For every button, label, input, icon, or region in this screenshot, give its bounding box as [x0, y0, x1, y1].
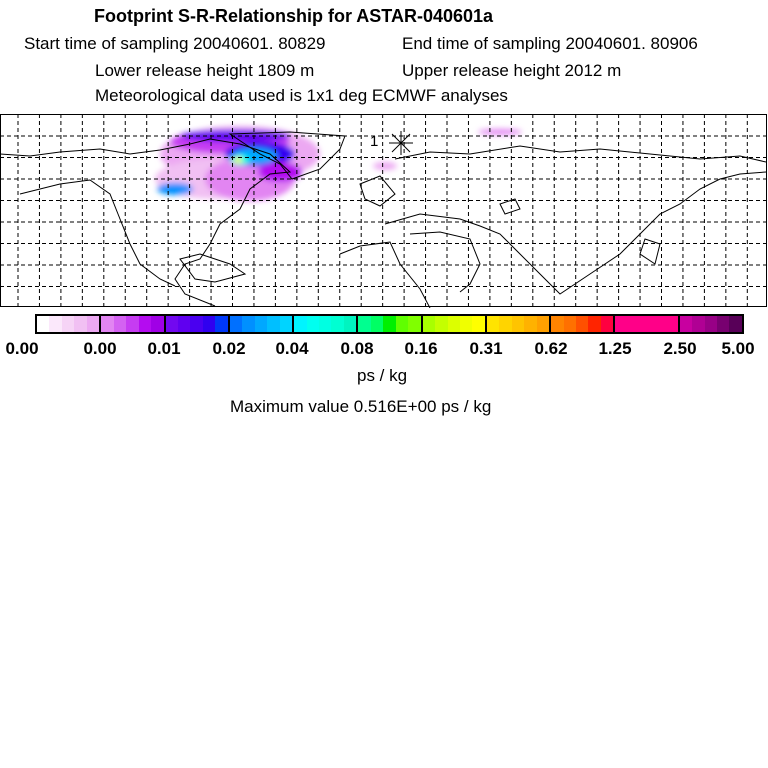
color-swatch: [640, 316, 653, 332]
color-swatch: [704, 316, 718, 332]
color-swatch: [383, 316, 396, 332]
color-swatch: [113, 316, 127, 332]
color-swatch: [679, 316, 693, 332]
color-swatch: [229, 316, 243, 332]
met-data-info: Meteorological data used is 1x1 deg ECMW…: [95, 86, 508, 105]
plot-title: Footprint S-R-Relationship for ASTAR-040…: [94, 6, 494, 26]
grid-lines: [0, 114, 767, 307]
star-icon: [389, 131, 413, 155]
colorbar-segment: [294, 316, 359, 332]
color-swatch: [254, 316, 268, 332]
upper-release-height: Upper release height 2012 m: [402, 61, 622, 80]
colorbar: [35, 314, 744, 334]
color-swatch: [331, 316, 344, 332]
color-swatch: [215, 316, 228, 332]
color-swatch: [358, 316, 371, 332]
color-swatch: [551, 316, 564, 332]
color-swatch: [395, 316, 409, 332]
colorbar-tick-label: 0.31: [469, 339, 503, 358]
colorbar-tick-label: 0.04: [275, 339, 309, 358]
footprint-map: 1: [0, 114, 767, 308]
color-swatch: [576, 316, 589, 332]
color-swatch: [138, 316, 152, 332]
color-swatch: [563, 316, 577, 332]
color-swatch: [202, 316, 216, 332]
color-swatch: [177, 316, 191, 332]
color-swatch: [165, 316, 178, 332]
color-swatch: [190, 316, 203, 332]
color-swatch: [536, 316, 550, 332]
color-swatch: [343, 316, 357, 332]
color-swatch: [447, 316, 460, 332]
color-swatch: [652, 316, 666, 332]
colorbar-segment: [486, 316, 552, 332]
colorbar-tick-label: 0.00: [5, 339, 39, 358]
color-swatch: [729, 316, 742, 332]
release-label: 1: [370, 133, 378, 150]
colorbar-tick-label: 0.01: [147, 339, 181, 358]
colorbar-tick-label: 0.16: [404, 339, 438, 358]
color-swatch: [86, 316, 100, 332]
color-swatch: [422, 316, 436, 332]
maximum-value: Maximum value 0.516E+00 ps / kg: [230, 397, 492, 416]
color-swatch: [627, 316, 641, 332]
color-swatch: [615, 316, 628, 332]
color-swatch: [486, 316, 500, 332]
colorbar-segment: [101, 316, 166, 332]
colorbar-segment: [165, 316, 230, 332]
start-time: Start time of sampling 20040601. 80829: [24, 34, 326, 53]
footprint-plume: [155, 126, 522, 201]
colorbar-tick-label: 2.50: [663, 339, 697, 358]
color-swatch: [37, 316, 50, 332]
color-swatch: [511, 316, 525, 332]
end-time: End time of sampling 20040601. 80906: [402, 34, 698, 53]
color-swatch: [74, 316, 87, 332]
color-swatch: [318, 316, 332, 332]
color-swatch: [267, 316, 280, 332]
color-swatch: [61, 316, 75, 332]
color-swatch: [472, 316, 485, 332]
color-swatch: [126, 316, 139, 332]
color-swatch: [279, 316, 293, 332]
color-swatch: [499, 316, 512, 332]
colorbar-tick-label: 0.62: [534, 339, 568, 358]
color-swatch: [294, 316, 307, 332]
colorbar-segment: [422, 316, 487, 332]
colorbar-segment: [551, 316, 616, 332]
colorbar-segment: [37, 316, 102, 332]
color-swatch: [306, 316, 319, 332]
colorbar-segment: [358, 316, 423, 332]
colorbar-tick-label: 1.25: [598, 339, 632, 358]
color-swatch: [665, 316, 678, 332]
color-swatch: [692, 316, 705, 332]
colorbar-unit: ps / kg: [357, 366, 408, 385]
lower-release-height: Lower release height 1809 m: [95, 61, 315, 80]
color-swatch: [101, 316, 114, 332]
map-frame: [0, 114, 767, 307]
color-swatch: [408, 316, 421, 332]
colorbar-tick-label: 0.00: [83, 339, 117, 358]
color-swatch: [435, 316, 448, 332]
colorbar-segment: [229, 316, 295, 332]
colorbar-segment: [615, 316, 680, 332]
color-swatch: [459, 316, 473, 332]
colorbar-tick-label: 5.00: [721, 339, 755, 358]
color-swatch: [524, 316, 537, 332]
color-swatch: [588, 316, 601, 332]
color-swatch: [600, 316, 614, 332]
color-swatch: [370, 316, 384, 332]
color-swatch: [151, 316, 164, 332]
colorbar-tick-label: 0.02: [212, 339, 246, 358]
color-swatch: [717, 316, 730, 332]
colorbar-segment: [679, 316, 742, 332]
colorbar-tick-label: 0.08: [340, 339, 374, 358]
color-swatch: [49, 316, 62, 332]
color-swatch: [242, 316, 255, 332]
